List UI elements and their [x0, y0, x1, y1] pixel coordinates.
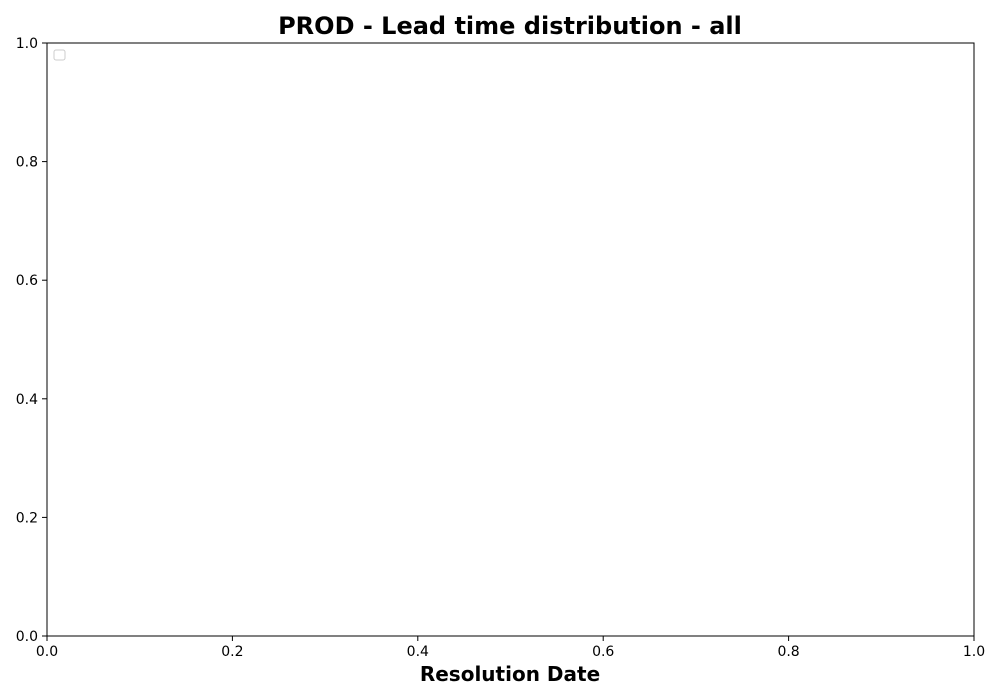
plot-area	[46, 42, 975, 637]
y-tick-label: 0.4	[16, 392, 38, 408]
legend	[53, 49, 66, 61]
axes-frame	[46, 42, 975, 637]
y-axis: 0.0 0.2 0.4 0.6 0.8 1.0	[16, 36, 47, 645]
y-tick-label: 0.0	[16, 629, 38, 645]
x-tick-label: 0.4	[407, 644, 429, 660]
x-axis-label: Resolution Date	[420, 662, 600, 686]
x-tick-label: 0.8	[777, 644, 799, 660]
x-axis: 0.0 0.2 0.4 0.6 0.8 1.0	[36, 636, 985, 660]
x-tick-label: 0.2	[221, 644, 243, 660]
y-tick-label: 0.2	[16, 510, 38, 526]
chart-title: PROD - Lead time distribution - all	[278, 12, 742, 40]
legend-box	[53, 49, 66, 61]
x-tick-label: 0.0	[36, 644, 58, 660]
x-tick-label: 1.0	[963, 644, 985, 660]
y-tick-label: 0.8	[16, 155, 38, 171]
y-tick-label: 0.6	[16, 273, 38, 289]
x-tick-label: 0.6	[592, 644, 614, 660]
y-tick-label: 1.0	[16, 36, 38, 52]
